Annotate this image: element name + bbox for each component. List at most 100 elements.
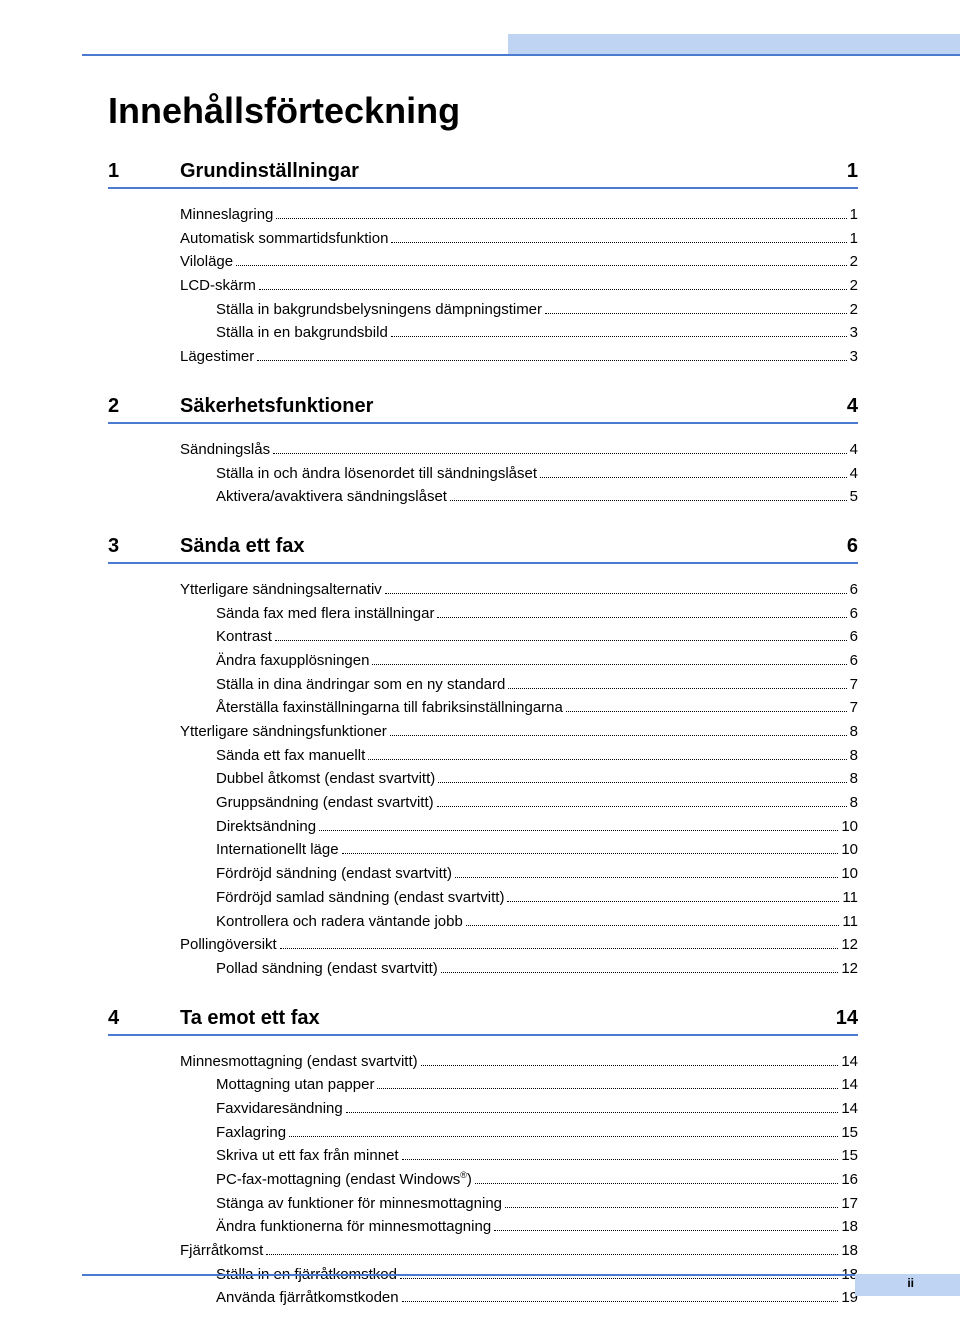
toc-section-number: 4 [108, 1007, 180, 1030]
toc-entry[interactable]: Direktsändning10 [180, 815, 858, 839]
toc-entry[interactable]: Lägestimer3 [180, 345, 858, 369]
toc-entry-label: Sändningslås [180, 438, 270, 462]
toc-entry[interactable]: PC-fax-mottagning (endast Windows®)16 [180, 1168, 858, 1192]
toc-entry-label: Fördröjd sändning (endast svartvitt) [216, 862, 452, 886]
toc-entry[interactable]: Pollad sändning (endast svartvitt)12 [180, 957, 858, 981]
document-title: Innehållsförteckning [108, 90, 858, 132]
toc-entry[interactable]: Faxlagring15 [180, 1121, 858, 1145]
toc-entry-page: 5 [850, 485, 858, 509]
toc-section-number: 3 [108, 535, 180, 558]
toc-entry[interactable]: Ändra funktionerna för minnesmottagning1… [180, 1215, 858, 1239]
toc-entry-suffix: ) [467, 1171, 472, 1188]
toc-entry-label: Lägestimer [180, 345, 254, 369]
toc-entry[interactable]: Sända ett fax manuellt8 [180, 744, 858, 768]
toc-entry-label: Kontrollera och radera väntande jobb [216, 910, 463, 934]
toc-entries: Minnesmottagning (endast svartvitt)14Mot… [108, 1050, 858, 1311]
toc-section-heading[interactable]: 4Ta emot ett fax14 [108, 1007, 858, 1036]
toc-leader-dots [402, 1159, 839, 1160]
toc-section-page: 1 [847, 160, 858, 183]
toc-section-title: Sända ett fax [180, 535, 847, 558]
toc-entry-page: 6 [850, 649, 858, 673]
toc-entry[interactable]: Viloläge2 [180, 250, 858, 274]
header-strip-line [82, 54, 960, 56]
toc-section-heading[interactable]: 1Grundinställningar1 [108, 160, 858, 189]
toc-leader-dots [437, 617, 846, 618]
toc-leader-dots [545, 313, 847, 314]
toc-entry[interactable]: Faxvidaresändning14 [180, 1097, 858, 1121]
toc-entry[interactable]: Minnesmottagning (endast svartvitt)14 [180, 1050, 858, 1074]
page: Innehållsförteckning 1Grundinställningar… [0, 0, 960, 1320]
toc-entry-label: Mottagning utan papper [216, 1073, 374, 1097]
toc-entry-label: Ytterligare sändningsalternativ [180, 578, 382, 602]
toc-section-title: Grundinställningar [180, 160, 847, 183]
superscript: ® [460, 1170, 467, 1180]
toc-entry[interactable]: Kontrast6 [180, 625, 858, 649]
toc-entry[interactable]: LCD-skärm2 [180, 274, 858, 298]
toc-leader-dots [377, 1088, 838, 1089]
toc-entry[interactable]: Ställa in en bakgrundsbild3 [180, 321, 858, 345]
toc-entry[interactable]: Skriva ut ett fax från minnet15 [180, 1144, 858, 1168]
toc-entry-page: 8 [850, 767, 858, 791]
toc-entry[interactable]: Ställa in bakgrundsbelysningens dämpning… [180, 298, 858, 322]
toc-entry[interactable]: Minneslagring1 [180, 203, 858, 227]
toc-entry-page: 2 [850, 250, 858, 274]
toc-entry-label: Faxlagring [216, 1121, 286, 1145]
toc-entry[interactable]: Pollingöversikt12 [180, 933, 858, 957]
toc-entry-page: 11 [842, 886, 858, 910]
toc-section-title: Ta emot ett fax [180, 1007, 836, 1030]
toc-entry[interactable]: Ställa in och ändra lösenordet till sänd… [180, 462, 858, 486]
toc-entry-page: 10 [841, 838, 858, 862]
toc-entry-page: 8 [850, 744, 858, 768]
toc-leader-dots [566, 711, 847, 712]
toc-entries: Ytterligare sändningsalternativ6Sända fa… [108, 578, 858, 981]
toc-entries: Sändningslås4Ställa in och ändra lösenor… [108, 438, 858, 509]
toc-entry[interactable]: Sända fax med flera inställningar6 [180, 602, 858, 626]
toc-entry[interactable]: Dubbel åtkomst (endast svartvitt)8 [180, 767, 858, 791]
toc-entry[interactable]: Automatisk sommartidsfunktion1 [180, 227, 858, 251]
toc-entry[interactable]: Kontrollera och radera väntande jobb 11 [180, 910, 858, 934]
toc-entry-label: Stänga av funktioner för minnesmottagnin… [216, 1192, 502, 1216]
toc-entry-page: 7 [850, 696, 858, 720]
toc-leader-dots [402, 1301, 839, 1302]
toc-leader-dots [273, 453, 847, 454]
footer-strip: ii [0, 1274, 960, 1296]
toc-entry[interactable]: Återställa faxinställningarna till fabri… [180, 696, 858, 720]
toc-entry-label: LCD-skärm [180, 274, 256, 298]
toc-section-heading[interactable]: 3Sända ett fax6 [108, 535, 858, 564]
toc-entry[interactable]: Ställa in dina ändringar som en ny stand… [180, 673, 858, 697]
toc-entry[interactable]: Gruppsändning (endast svartvitt)8 [180, 791, 858, 815]
toc-section-number: 2 [108, 395, 180, 418]
toc-entry[interactable]: Internationellt läge10 [180, 838, 858, 862]
toc-entry[interactable]: Fördröjd samlad sändning (endast svartvi… [180, 886, 858, 910]
toc-entry-label: Minnesmottagning (endast svartvitt) [180, 1050, 418, 1074]
toc-entry-page: 7 [850, 673, 858, 697]
toc-entry[interactable]: Mottagning utan papper14 [180, 1073, 858, 1097]
toc-entry[interactable]: Ändra faxupplösningen 6 [180, 649, 858, 673]
toc-entry[interactable]: Fördröjd sändning (endast svartvitt)10 [180, 862, 858, 886]
toc-entry-label: Ställa in och ändra lösenordet till sänd… [216, 462, 537, 486]
toc-entry[interactable]: Ytterligare sändningsalternativ6 [180, 578, 858, 602]
toc-entry[interactable]: Fjärråtkomst18 [180, 1239, 858, 1263]
toc-leader-dots [540, 477, 847, 478]
toc-entry-label: Ändra faxupplösningen [216, 649, 369, 673]
toc-leader-dots [280, 948, 839, 949]
toc-entry-label: Aktivera/avaktivera sändningslåset [216, 485, 447, 509]
toc-entry-page: 4 [850, 462, 858, 486]
toc-leader-dots [368, 759, 846, 760]
toc-section: 2Säkerhetsfunktioner4Sändningslås4Ställa… [108, 395, 858, 509]
toc-entry[interactable]: Sändningslås4 [180, 438, 858, 462]
toc-entry-page: 14 [841, 1097, 858, 1121]
toc-entry[interactable]: Ytterligare sändningsfunktioner8 [180, 720, 858, 744]
toc-section-heading[interactable]: 2Säkerhetsfunktioner4 [108, 395, 858, 424]
toc-entry[interactable]: Stänga av funktioner för minnesmottagnin… [180, 1192, 858, 1216]
toc-entry-page: 11 [842, 910, 858, 934]
toc-entry-label: PC-fax-mottagning (endast Windows®) [216, 1168, 472, 1192]
toc-entry-label: Direktsändning [216, 815, 316, 839]
toc-leader-dots [391, 242, 846, 243]
header-strip [0, 34, 960, 56]
toc-entry[interactable]: Aktivera/avaktivera sändningslåset 5 [180, 485, 858, 509]
toc-section-number: 1 [108, 160, 180, 183]
toc-section-title: Säkerhetsfunktioner [180, 395, 847, 418]
toc-entry-label: Gruppsändning (endast svartvitt) [216, 791, 434, 815]
toc-leader-dots [494, 1230, 838, 1231]
